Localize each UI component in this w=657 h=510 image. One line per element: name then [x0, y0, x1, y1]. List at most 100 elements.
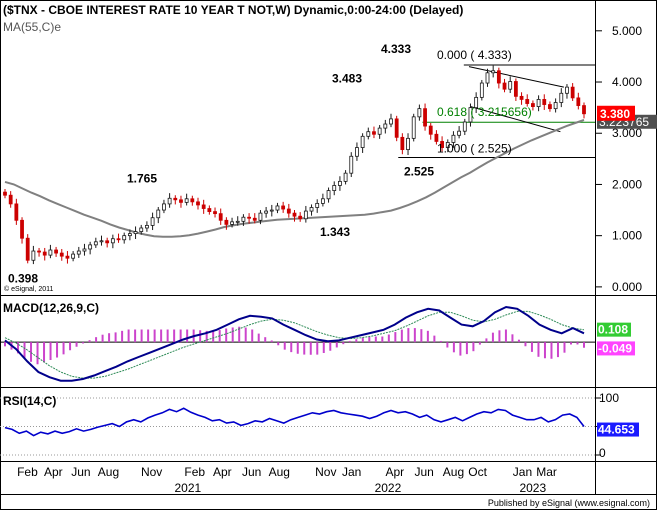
price-bar-body [531, 103, 535, 108]
price-bar-body [377, 127, 382, 135]
price-tick-label: 4.000 [612, 75, 642, 89]
price-bar-body [411, 116, 416, 139]
price-bar-body [553, 102, 558, 110]
price-bar-body [162, 203, 166, 211]
price-bar-body [179, 199, 183, 203]
price-tick-label: 0.000 [612, 280, 642, 294]
fib-label: 0.618 ( 3.215656) [437, 105, 532, 119]
price-badge-value: 3.380 [600, 107, 630, 121]
price-bar-body [383, 123, 388, 129]
price-bar-body [496, 70, 501, 84]
price-bar-body [400, 136, 405, 151]
price-bar-body [508, 81, 513, 90]
price-bar-body [42, 251, 47, 256]
price-bar-body [110, 238, 115, 244]
price-bar-body [105, 240, 110, 244]
price-bar-body [252, 217, 257, 221]
price-bar-body [99, 240, 104, 243]
price-bar-body [150, 217, 155, 226]
price-bar-body [536, 99, 541, 108]
price-panel: 5.000 4.000 3.000 2.000 1.000 0.000 0.398 1.76… [3, 24, 657, 294]
price-annotation: 3.483 [332, 71, 362, 85]
macd-line [4, 305, 585, 382]
price-bar-body [462, 121, 467, 132]
price-bar-body [156, 209, 161, 219]
price-bar-body [406, 137, 410, 151]
price-annotation: 4.333 [381, 42, 411, 56]
price-tick-label: 1.000 [612, 229, 642, 243]
rsi-tick-label: 0 [599, 446, 606, 460]
price-bar-body [417, 108, 422, 118]
price-bar-body [247, 216, 251, 219]
price-tick-label: 2.000 [612, 177, 642, 191]
price-bar-body [451, 134, 456, 143]
price-bar-body [3, 191, 7, 196]
price-bar-body [65, 255, 70, 259]
price-bar-body [258, 212, 263, 221]
ma-legend: MA(55,C)e [3, 20, 61, 34]
price-bar-body [207, 208, 212, 212]
macd-histogram [0, 326, 595, 365]
price-bar-body [582, 105, 586, 115]
price-bar-body [542, 99, 547, 105]
price-bar-body [133, 231, 138, 235]
price-bar-body [355, 147, 359, 157]
price-bar-body [570, 86, 575, 99]
price-badge-bg [597, 105, 635, 121]
price-bar-body [548, 104, 552, 110]
macd-panel: 0.108 -0.049 [0, 305, 635, 382]
price-bar-body [559, 92, 564, 103]
trendline-lower [470, 106, 561, 133]
price-bar-body [201, 204, 206, 209]
rsi-title: RSI(14,C) [3, 394, 56, 408]
price-bar-body [127, 233, 132, 237]
price-bar-body [434, 133, 439, 142]
price-bar-body [88, 244, 93, 250]
price-bar-body [8, 194, 13, 205]
rsi-line [4, 407, 585, 437]
price-bar-body [196, 201, 200, 206]
chart-title: ($TNX - CBOE INTEREST RATE 10 YEAR T NOT… [3, 3, 463, 17]
price-bar-body [76, 250, 81, 255]
price-bar-body [343, 172, 348, 182]
price-annotation: 1.765 [127, 171, 157, 185]
price-bar-body [366, 131, 371, 137]
rsi-badge-value: 44.653 [598, 423, 635, 437]
fib-label: 0.000 ( 4.333) [437, 48, 512, 62]
price-bar-body [20, 219, 24, 239]
macd-lines [4, 305, 585, 382]
price-bar-body [286, 208, 291, 214]
price-bar-body [14, 203, 19, 221]
price-bar-body [428, 125, 433, 135]
x-month-label: Jun [71, 465, 90, 479]
price-bars [3, 65, 586, 265]
price-bar-body [139, 227, 144, 232]
x-axis: Feb Apr Jun Aug Nov Feb Apr Jun Aug Nov Jan Apr Jun A… [17, 465, 557, 495]
price-bar-body [37, 250, 41, 253]
price-bar-body [423, 108, 427, 127]
price-bar-body [25, 237, 30, 261]
x-month-label: Apr [44, 465, 63, 479]
price-bar-body [565, 86, 569, 94]
macd-badge-value: 0.108 [598, 323, 628, 337]
price-annotation: 2.525 [404, 165, 434, 179]
fib-label: 1.000 ( 2.525) [437, 142, 512, 156]
footer-credit: Published by eSignal (www.esignal.com) [488, 498, 650, 508]
price-bar-body [491, 70, 496, 74]
price-bar-body [360, 135, 365, 148]
price-bar-body [167, 197, 172, 205]
price-bar-body [457, 130, 462, 136]
price-bar-body [264, 210, 269, 214]
price-bar-body [513, 81, 518, 97]
price-bar-body [59, 252, 64, 257]
x-month-label: Nov [315, 465, 336, 479]
x-month-label: Apr [213, 465, 232, 479]
x-month-label: Mar [536, 465, 557, 479]
x-month-label: Feb [184, 465, 205, 479]
rsi-tick-label: 100 [599, 391, 619, 405]
rsi-panel: 100 0 44.653 [0, 391, 639, 460]
price-bar-body [82, 248, 87, 252]
price-bar-body [326, 190, 331, 200]
price-y-axis: 5.000 4.000 3.000 2.000 1.000 0.000 [596, 24, 642, 294]
